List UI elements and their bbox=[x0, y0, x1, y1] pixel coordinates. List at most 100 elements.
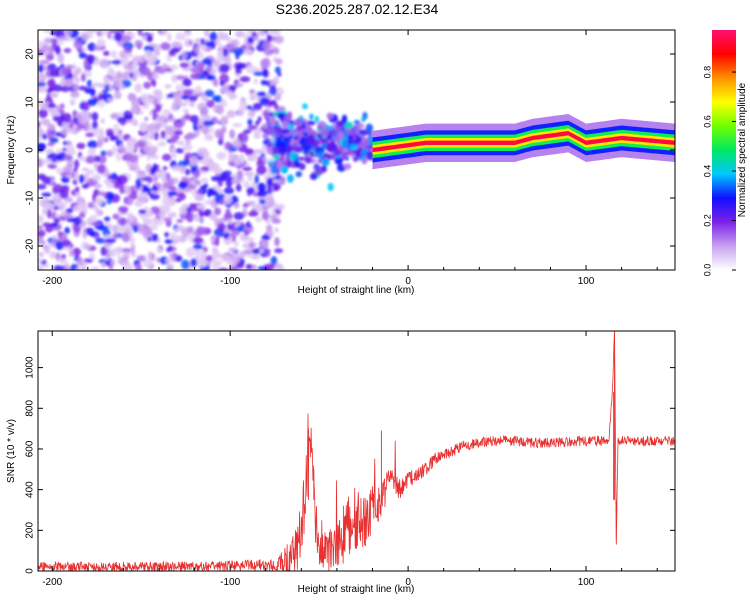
heatmap-blob bbox=[309, 113, 314, 121]
heatmap-blob bbox=[83, 173, 90, 183]
heatmap-blob bbox=[349, 153, 357, 158]
heatmap-blob bbox=[229, 266, 239, 270]
heatmap-blob bbox=[178, 235, 187, 243]
heatmap-blob bbox=[70, 91, 80, 98]
heatmap-blob bbox=[183, 114, 192, 121]
heatmap-blob bbox=[345, 139, 353, 144]
heatmap-blob bbox=[213, 207, 222, 216]
snr-panel: -200 -100 0 100 0 200 400 600 800 1000 Height of… bbox=[6, 330, 676, 595]
heatmap-blob bbox=[96, 237, 106, 244]
heatmap-blob bbox=[239, 76, 251, 83]
heatmap-blob bbox=[122, 70, 131, 80]
heatmap-blob bbox=[51, 234, 59, 240]
heatmap-blob bbox=[219, 81, 225, 87]
heatmap-blob bbox=[104, 168, 110, 179]
heatmap-blob bbox=[354, 125, 360, 135]
heatmap-blob bbox=[115, 246, 124, 254]
snr-y-tick-label: 600 bbox=[25, 440, 36, 457]
heatmap-blob bbox=[223, 57, 231, 63]
heatmap-blob bbox=[81, 47, 87, 52]
heatmap-blob bbox=[96, 209, 104, 217]
heatmap-blob bbox=[238, 105, 248, 111]
heatmap-blob bbox=[168, 49, 175, 57]
heatmap-blob bbox=[153, 176, 158, 183]
heatmap-blob bbox=[114, 32, 123, 42]
heatmap-blob bbox=[150, 189, 162, 195]
heatmap-blob bbox=[155, 115, 166, 121]
heatmap-blob bbox=[175, 255, 183, 262]
heatmap-blob bbox=[90, 214, 98, 223]
heatmap-blob bbox=[81, 183, 89, 189]
heatmap-blob bbox=[262, 132, 269, 140]
heatmap-blob bbox=[77, 123, 86, 130]
colorbar-tick-label: 0.8 bbox=[702, 66, 712, 79]
heatmap-blob bbox=[337, 132, 345, 139]
heatmap-blob bbox=[49, 251, 57, 257]
heatmap-blob bbox=[187, 226, 194, 234]
heatmap-blob bbox=[179, 62, 189, 69]
heatmap-blob bbox=[146, 177, 154, 184]
heatmap-blob bbox=[151, 233, 159, 242]
heatmap-blob bbox=[38, 183, 47, 190]
snr-x-tick-label: 100 bbox=[578, 577, 595, 588]
heatmap-blob bbox=[155, 122, 163, 129]
heatmap-blob bbox=[264, 110, 269, 121]
heatmap-blob bbox=[165, 257, 175, 264]
heatmap-blob bbox=[68, 119, 75, 129]
heatmap-blob bbox=[253, 71, 265, 76]
heatmap-blob bbox=[53, 265, 64, 270]
heatmap-blob bbox=[42, 176, 52, 185]
heatmap-blob bbox=[252, 102, 263, 111]
heatmap-blob bbox=[38, 264, 43, 270]
heatmap-blob bbox=[129, 236, 135, 247]
spectrogram-heatmap bbox=[38, 30, 675, 270]
snr-x-ticks: -200 -100 0 100 bbox=[42, 331, 658, 588]
heatmap-blob bbox=[107, 223, 113, 230]
heatmap-blob bbox=[156, 247, 162, 254]
heatmap-blob bbox=[218, 43, 224, 50]
heatmap-blob bbox=[107, 97, 114, 103]
heatmap-blob bbox=[260, 79, 268, 86]
heatmap-blob bbox=[344, 121, 353, 129]
heatmap-blob bbox=[48, 46, 54, 54]
heatmap-blob bbox=[224, 141, 233, 150]
heatmap-blob bbox=[76, 142, 86, 150]
heatmap-blob bbox=[213, 78, 219, 87]
heatmap-blob bbox=[90, 221, 102, 226]
heatmap-blob bbox=[55, 105, 62, 111]
heatmap-blob bbox=[184, 168, 191, 176]
heatmap-blob bbox=[256, 91, 267, 97]
heatmap-blob bbox=[117, 253, 122, 261]
heatmap-blob bbox=[221, 217, 227, 223]
heatmap-blob bbox=[330, 129, 336, 136]
heatmap-blob bbox=[247, 175, 253, 182]
heatmap-blob bbox=[91, 120, 98, 130]
heatmap-blob bbox=[270, 256, 278, 266]
heatmap-blob bbox=[210, 175, 222, 182]
heatmap-blob bbox=[134, 39, 143, 49]
heatmap-blob bbox=[267, 185, 273, 195]
heatmap-blob bbox=[49, 222, 58, 228]
heatmap-blob bbox=[104, 256, 110, 262]
heatmap-blob bbox=[176, 75, 185, 80]
heatmap-blob bbox=[123, 46, 130, 51]
heatmap-blob bbox=[359, 129, 369, 136]
heatmap-blob bbox=[204, 134, 214, 142]
heatmap-blob bbox=[101, 261, 106, 268]
snr-y-tick-label: 400 bbox=[25, 481, 36, 498]
heatmap-blob bbox=[299, 136, 307, 145]
heatmap-blob bbox=[78, 116, 87, 125]
heatmap-blob bbox=[249, 89, 255, 95]
heatmap-blob bbox=[154, 131, 159, 141]
heatmap-blob bbox=[188, 40, 193, 46]
heatmap-blob bbox=[225, 90, 234, 97]
heatmap-blob bbox=[186, 212, 194, 223]
heatmap-blob bbox=[75, 186, 80, 193]
heatmap-blob bbox=[117, 217, 128, 226]
spectrogram-x-tick-label: 100 bbox=[578, 276, 595, 287]
heatmap-blob bbox=[142, 145, 150, 152]
heatmap-blob bbox=[297, 156, 305, 161]
heatmap-blob bbox=[77, 85, 88, 91]
heatmap-blob bbox=[168, 252, 174, 258]
heatmap-blob bbox=[182, 143, 193, 151]
